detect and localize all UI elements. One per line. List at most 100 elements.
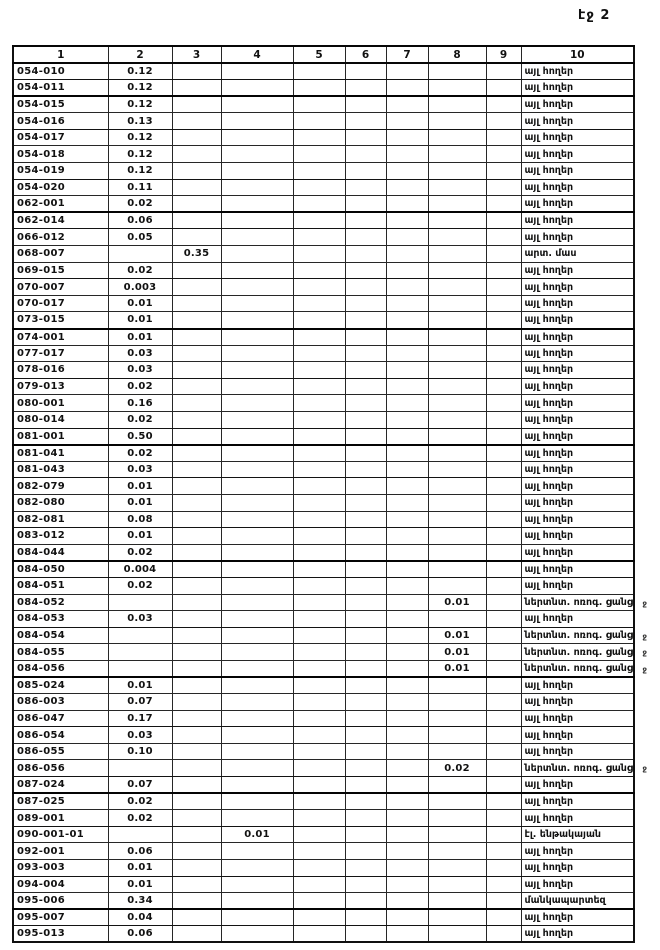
parcel-code: 079-013 (12, 377, 109, 396)
table-row: 084-054 0.01 ներտնտ. ոռոգ. ցանց ջ (12, 626, 647, 645)
table-row: 079-013 0.02 այլ հողեր (12, 377, 635, 396)
parcel-code: 094-004 (12, 875, 109, 894)
col6-value-cell (344, 377, 387, 396)
parcel-code: 081-043 (12, 460, 109, 479)
col9-value-cell (485, 410, 522, 429)
land-use-label: այլ հողեր (524, 696, 574, 708)
col5-value-cell (292, 344, 346, 363)
col8-value-cell (427, 145, 487, 164)
col8-value-cell (427, 809, 487, 827)
table-body: 054-010 0.12 այլ հողեր 054-011 0.12 այլ հողեր… (12, 62, 647, 943)
col8-value-cell (427, 361, 487, 379)
col9-value-cell (485, 344, 522, 363)
col4-value-cell (220, 62, 294, 81)
col7-value-cell (385, 610, 429, 628)
col5-value-cell (292, 62, 346, 81)
land-use-label: այլ հողեր (524, 912, 574, 924)
col3-value-cell (171, 626, 222, 645)
land-use-cell: ներտնտ. ոռոգ. ցանց ջ (520, 659, 647, 678)
col6-value-cell (344, 278, 387, 296)
col6-value-cell (344, 228, 387, 247)
col5-value-cell (292, 394, 346, 412)
col9-value-cell (485, 261, 522, 280)
col3-value-cell (171, 493, 222, 512)
col9-value-cell (485, 659, 522, 678)
col5-value-cell (292, 859, 346, 877)
land-use-cell: այլ հողեր (520, 79, 635, 98)
land-use-label: այլ հողեր (524, 198, 574, 210)
col8-value-cell (427, 377, 487, 396)
land-use-label: էլ. ենթակայան (524, 829, 602, 841)
col7-value-cell (385, 444, 429, 462)
col4-value-cell (220, 726, 294, 744)
parcel-code: 068-007 (12, 245, 109, 263)
col4-value-cell (220, 543, 294, 562)
col3-value-cell (171, 394, 222, 412)
column-header-4: 4 (220, 45, 294, 64)
col5-value-cell (292, 925, 346, 943)
col5-value-cell (292, 311, 346, 330)
col3-value-cell (171, 908, 222, 927)
col9-value-cell (485, 809, 522, 827)
land-use-label: այլ հողեր (524, 779, 574, 791)
col4-value-cell (220, 842, 294, 860)
col2-value-cell: 0.01 (107, 294, 173, 313)
col5-value-cell (292, 510, 346, 529)
land-use-cell: այլ հողեր (520, 510, 635, 529)
parcel-code: 054-020 (12, 178, 109, 197)
land-use-label: այլ հողեր (524, 314, 574, 326)
col3-value-cell (171, 162, 222, 180)
land-use-cell: այլ հողեր (520, 128, 635, 147)
parcel-code: 062-014 (12, 211, 109, 230)
handwritten-overflow-mark: ջ (642, 764, 647, 774)
land-use-label: այլ հողեր (524, 812, 574, 824)
col8-value-cell: 0.01 (427, 593, 487, 612)
table-row: 092-001 0.06 այլ հողեր (12, 842, 635, 860)
column-header-10: 10 (520, 45, 635, 64)
col7-value-cell (385, 377, 429, 396)
parcel-code: 054-016 (12, 112, 109, 130)
col4-value-cell (220, 178, 294, 197)
land-use-label: այլ հողեր (524, 447, 574, 459)
parcel-code: 081-041 (12, 444, 109, 462)
col2-value-cell: 0.16 (107, 394, 173, 412)
col3-value-cell (171, 228, 222, 247)
col6-value-cell (344, 576, 387, 595)
col9-value-cell (485, 79, 522, 98)
col8-value-cell (427, 908, 487, 927)
col6-value-cell (344, 444, 387, 462)
col4-value-cell (220, 261, 294, 280)
col7-value-cell (385, 95, 429, 114)
col9-value-cell (485, 394, 522, 412)
table-row: 084-056 0.01 ներտնտ. ոռոգ. ցանց ջ (12, 659, 647, 678)
col6-value-cell (344, 709, 387, 728)
table-row: 086-047 0.17 այլ հողեր (12, 709, 635, 728)
parcel-code: 054-017 (12, 128, 109, 147)
col4-value-cell (220, 228, 294, 247)
col9-value-cell (485, 759, 522, 778)
col4-value-cell (220, 859, 294, 877)
handwritten-overflow-mark: ջ (642, 648, 647, 658)
land-use-cell: այլ հողեր (520, 211, 635, 230)
land-use-cell: այլ հողեր (520, 726, 635, 744)
col9-value-cell (485, 145, 522, 164)
col5-value-cell (292, 278, 346, 296)
col2-value-cell: 0.03 (107, 460, 173, 479)
table-row: 087-025 0.02 այլ հողեր (12, 792, 635, 811)
col6-value-cell (344, 394, 387, 412)
parcel-code: 077-017 (12, 344, 109, 363)
col3-value-cell (171, 825, 222, 844)
col6-value-cell (344, 95, 387, 114)
parcel-code: 087-025 (12, 792, 109, 811)
parcel-code: 090-001-01 (12, 825, 109, 844)
col8-value-cell: 0.01 (427, 643, 487, 661)
col8-value-cell (427, 410, 487, 429)
col6-value-cell (344, 593, 387, 612)
col4-value-cell (220, 610, 294, 628)
col2-value-cell: 0.03 (107, 361, 173, 379)
land-parcel-table: 1 2 3 4 5 6 7 8 9 10 054-010 0.12 այլ հողեր 054-011 0… (12, 45, 647, 944)
parcel-code: 092-001 (12, 842, 109, 860)
col4-value-cell (220, 742, 294, 761)
col5-value-cell (292, 726, 346, 744)
land-use-cell: այլ հողեր (520, 477, 635, 495)
